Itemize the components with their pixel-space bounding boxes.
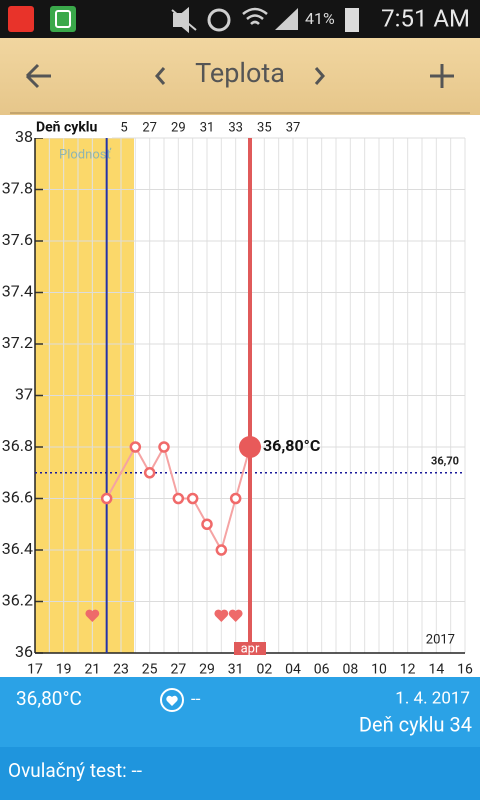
cycle-axis-label: Deň cyklu: [36, 120, 98, 136]
screen-title: Teplota: [195, 57, 285, 89]
series-segment: [105, 446, 137, 499]
clock: 7:51 AM: [381, 4, 470, 32]
info-panel: [0, 677, 480, 747]
year-label: 2017: [426, 632, 455, 647]
sex-icon: [160, 688, 184, 712]
battery-icon: [345, 8, 359, 32]
x-tick-label: 10: [371, 662, 387, 678]
month-marker: [234, 642, 266, 655]
info-temperature: 36,80°C: [16, 687, 82, 710]
current-value-label: 36,80°C: [263, 436, 320, 455]
y-tick-label: 37: [15, 385, 33, 404]
x-tick-label: 29: [199, 662, 215, 678]
y-tick-label: 37.2: [2, 333, 33, 352]
ovulation-test: Ovulačný test: --: [8, 759, 142, 782]
wifi-icon: [242, 7, 268, 25]
point: [201, 518, 213, 530]
ovulation-panel[interactable]: [0, 747, 480, 800]
point: [143, 467, 156, 479]
x-tick-label: 06: [314, 662, 330, 678]
intercourse-heart: [228, 609, 243, 622]
x-tick-label: 23: [113, 662, 129, 678]
x-tick-label: 04: [285, 662, 301, 678]
mute-icon: [171, 6, 197, 34]
prev-button[interactable]: [155, 67, 166, 85]
point: [186, 492, 199, 505]
battery-percent: 41%: [305, 9, 335, 28]
cycle-day-label: 37: [286, 120, 301, 135]
point: [172, 492, 185, 505]
app-icon: [50, 6, 76, 32]
app-icon: [8, 6, 34, 32]
cycle-day-label: 5: [120, 120, 127, 135]
add-button[interactable]: [430, 64, 454, 88]
series-segment: [163, 446, 180, 499]
app-icon-glyph: [55, 10, 71, 28]
x-tick-label: 31: [228, 662, 244, 678]
point: [158, 441, 170, 453]
reference-label: 36,70: [431, 455, 459, 468]
y-tick-label: 36.6: [2, 488, 33, 507]
month-label: apr: [241, 641, 260, 656]
y-tick-label: 36.8: [2, 436, 33, 455]
cycle-day-label: 29: [171, 120, 186, 135]
info-date: 1. 4. 2017: [395, 688, 470, 708]
y-tick-label: 36.4: [2, 539, 33, 558]
app-bar: [0, 38, 480, 115]
heart-glyph: [166, 695, 178, 706]
point: [100, 492, 113, 505]
y-tick-label: 37.4: [2, 282, 33, 301]
info-sex: --: [191, 689, 201, 709]
point: [229, 492, 242, 505]
y-tick-label: 37.6: [2, 230, 33, 249]
x-tick-label: 17: [27, 662, 43, 678]
point: [215, 544, 228, 556]
x-tick-label: 12: [400, 662, 416, 678]
cycle-day-label: 27: [142, 120, 157, 135]
back-button[interactable]: [25, 63, 51, 89]
alarm-icon: [207, 8, 231, 32]
cycle-axis-label-bg: [34, 118, 112, 138]
x-tick-label: 02: [256, 662, 272, 678]
series-segment: [220, 498, 237, 551]
cycle-day-label: 31: [200, 120, 215, 135]
next-button[interactable]: [314, 67, 325, 85]
current-point: [239, 436, 261, 458]
cycle-day-label: 33: [228, 120, 243, 135]
y-tick-label: 36: [15, 642, 33, 661]
x-tick-label: 16: [457, 662, 473, 678]
y-tick-label: 38: [15, 127, 33, 146]
y-tick-label: 37.8: [2, 179, 33, 198]
info-cycle-day: Deň cyklu 34: [359, 712, 472, 736]
x-tick-label: 21: [84, 662, 100, 678]
x-tick-label: 19: [56, 662, 72, 678]
status-bar: [0, 0, 480, 38]
intercourse-heart: [214, 609, 229, 622]
x-tick-label: 27: [170, 662, 186, 678]
x-tick-label: 25: [142, 662, 158, 678]
point: [129, 441, 142, 453]
intercourse-heart: [85, 609, 100, 622]
fertile-label: Plodnosť: [59, 147, 111, 162]
x-tick-label: 08: [342, 662, 358, 678]
cycle-day-label: 35: [257, 120, 272, 135]
x-tick-label: 14: [428, 662, 444, 678]
plot: 38 37.8 37.6 37.4 37.2 37 36.8 36.6 36.4 36.2 36 Pl…: [2, 127, 473, 677]
signal-icon: [275, 8, 298, 30]
y-tick-label: 36.2: [2, 591, 33, 610]
